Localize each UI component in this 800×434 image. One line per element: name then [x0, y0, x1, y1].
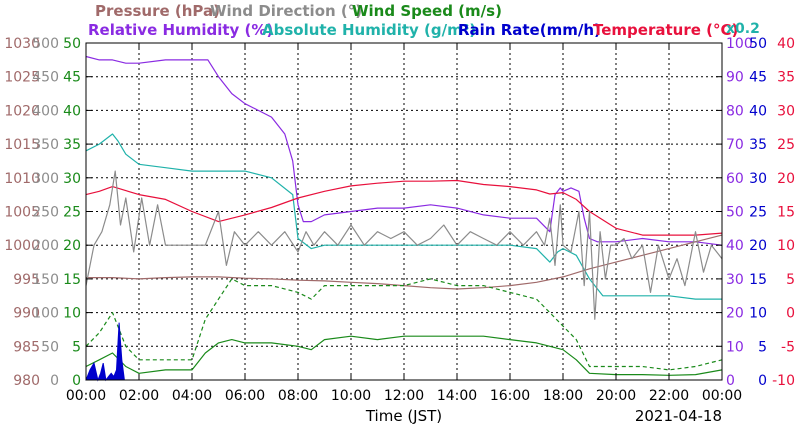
tick-label-pressure: 1015 — [4, 137, 40, 153]
legend-wind-speed: Wind Speed (m/s) — [352, 2, 502, 20]
x-axis-title: Time (JST) — [365, 407, 442, 425]
tick-label-wind-direction: 150 — [32, 272, 59, 288]
tick-label-pressure: 1010 — [4, 171, 40, 187]
x-tick-label: 18:00 — [543, 388, 583, 404]
tick-label-pressure: 1005 — [4, 205, 40, 221]
tick-label-wind-speed: 10 — [63, 306, 81, 322]
series-layer — [85, 55, 723, 382]
tick-label-wind-speed: 25 — [63, 205, 81, 221]
tick-label-wind-speed: 40 — [63, 103, 81, 119]
tick-label-temperature: -10 — [772, 373, 795, 389]
tick-label-rain-rate: 40 — [749, 103, 767, 119]
tick-label-relative-humidity: 40 — [726, 238, 744, 254]
tick-label-wind-speed: 45 — [63, 70, 81, 86]
tick-label-rain-rate: 15 — [749, 272, 767, 288]
date-label: 2021-04-18 — [635, 407, 722, 425]
tick-label-rain-rate: 30 — [749, 171, 767, 187]
tick-label-temperature: 25 — [777, 137, 795, 153]
tick-label-rain-rate: 10 — [749, 306, 767, 322]
series-wind-speed-m-s-avg — [85, 335, 723, 376]
tick-label-relative-humidity: 80 — [726, 103, 744, 119]
tick-label-pressure: 1000 — [4, 238, 40, 254]
legend-temperature: Temperature (°C) — [593, 21, 738, 39]
series-temperature-c — [85, 179, 723, 236]
tick-label-wind-speed: 20 — [63, 238, 81, 254]
series-rain-rate-mm-h — [85, 322, 125, 382]
series-wind-speed-m-s-gust — [85, 278, 723, 371]
legend-rain-rate: Rain Rate(mm/h) — [458, 21, 601, 39]
tick-label-pressure: 980 — [13, 373, 40, 389]
tick-label-pressure: 1030 — [4, 36, 40, 52]
tick-label-wind-direction: 100 — [32, 306, 59, 322]
tick-label-temperature: 5 — [786, 272, 795, 288]
tick-label-temperature: 40 — [777, 36, 795, 52]
x-tick-label: 22:00 — [649, 388, 689, 404]
x-tick-label: 10:00 — [331, 388, 371, 404]
tick-label-pressure: 1025 — [4, 70, 40, 86]
tick-label-wind-speed: 30 — [63, 171, 81, 187]
tick-label-wind-direction: 250 — [32, 205, 59, 221]
tick-label-wind-speed: 0 — [72, 373, 81, 389]
tick-label-wind-direction: 300 — [32, 171, 59, 187]
x-tick-label: 14:00 — [437, 388, 477, 404]
tick-label-rain-rate: 35 — [749, 137, 767, 153]
tick-label-wind-speed: 15 — [63, 272, 81, 288]
series-wind-direction — [85, 170, 723, 320]
x-tick-label: 06:00 — [225, 388, 265, 404]
x-tick-label: 02:00 — [119, 388, 159, 404]
tick-label-pressure: 990 — [13, 306, 40, 322]
tick-label-rain-rate: 25 — [749, 205, 767, 221]
tick-label-wind-direction: 400 — [32, 103, 59, 119]
x-tick-label: 00:00 — [702, 388, 742, 404]
tick-label-temperature: 15 — [777, 205, 795, 221]
tick-label-relative-humidity: 70 — [726, 137, 744, 153]
legend-scale-note: x0.2 — [726, 21, 760, 37]
tick-label-relative-humidity: 10 — [726, 339, 744, 355]
tick-label-temperature: 30 — [777, 103, 795, 119]
legend-wind-direction: Wind Direction (°) — [210, 2, 362, 20]
tick-label-temperature: 20 — [777, 171, 795, 187]
tick-label-relative-humidity: 90 — [726, 70, 744, 86]
tick-label-pressure: 995 — [13, 272, 40, 288]
legend-relative-humidity: Relative Humidity (%) — [88, 21, 273, 39]
tick-label-wind-speed: 35 — [63, 137, 81, 153]
tick-label-wind-direction: 450 — [32, 70, 59, 86]
tick-label-wind-direction: 0 — [50, 373, 59, 389]
tick-label-relative-humidity: 50 — [726, 205, 744, 221]
tick-label-relative-humidity: 60 — [726, 171, 744, 187]
tick-label-temperature: 10 — [777, 238, 795, 254]
x-tick-label: 00:00 — [66, 388, 106, 404]
tick-label-temperature: 35 — [777, 70, 795, 86]
x-tick-label: 12:00 — [384, 388, 424, 404]
x-tick-label: 20:00 — [596, 388, 636, 404]
tick-label-rain-rate: 45 — [749, 70, 767, 86]
tick-label-relative-humidity: 20 — [726, 306, 744, 322]
tick-label-relative-humidity: 0 — [726, 373, 735, 389]
tick-label-rain-rate: 20 — [749, 238, 767, 254]
series-pressure-hpa — [86, 234, 723, 290]
tick-label-wind-direction: 500 — [32, 36, 59, 52]
tick-label-pressure: 985 — [13, 339, 40, 355]
tick-label-wind-speed: 5 — [72, 339, 81, 355]
legend-pressure: Pressure (hPa) — [95, 2, 220, 20]
tick-label-relative-humidity: 100 — [726, 36, 753, 52]
tick-label-wind-direction: 50 — [41, 339, 59, 355]
legend-absolute-humidity: Absolute Humidity (g/m³) — [262, 21, 476, 39]
x-tick-label: 04:00 — [172, 388, 212, 404]
tick-label-wind-direction: 200 — [32, 238, 59, 254]
tick-label-relative-humidity: 30 — [726, 272, 744, 288]
x-tick-label: 08:00 — [278, 388, 318, 404]
tick-label-temperature: 0 — [786, 306, 795, 322]
tick-label-temperature: -5 — [781, 339, 795, 355]
tick-label-rain-rate: 50 — [749, 36, 767, 52]
tick-label-rain-rate: 0 — [758, 373, 767, 389]
tick-label-wind-speed: 50 — [63, 36, 81, 52]
tick-label-wind-direction: 350 — [32, 137, 59, 153]
x-tick-label: 16:00 — [490, 388, 530, 404]
tick-label-pressure: 1020 — [4, 103, 40, 119]
tick-label-rain-rate: 5 — [758, 339, 767, 355]
